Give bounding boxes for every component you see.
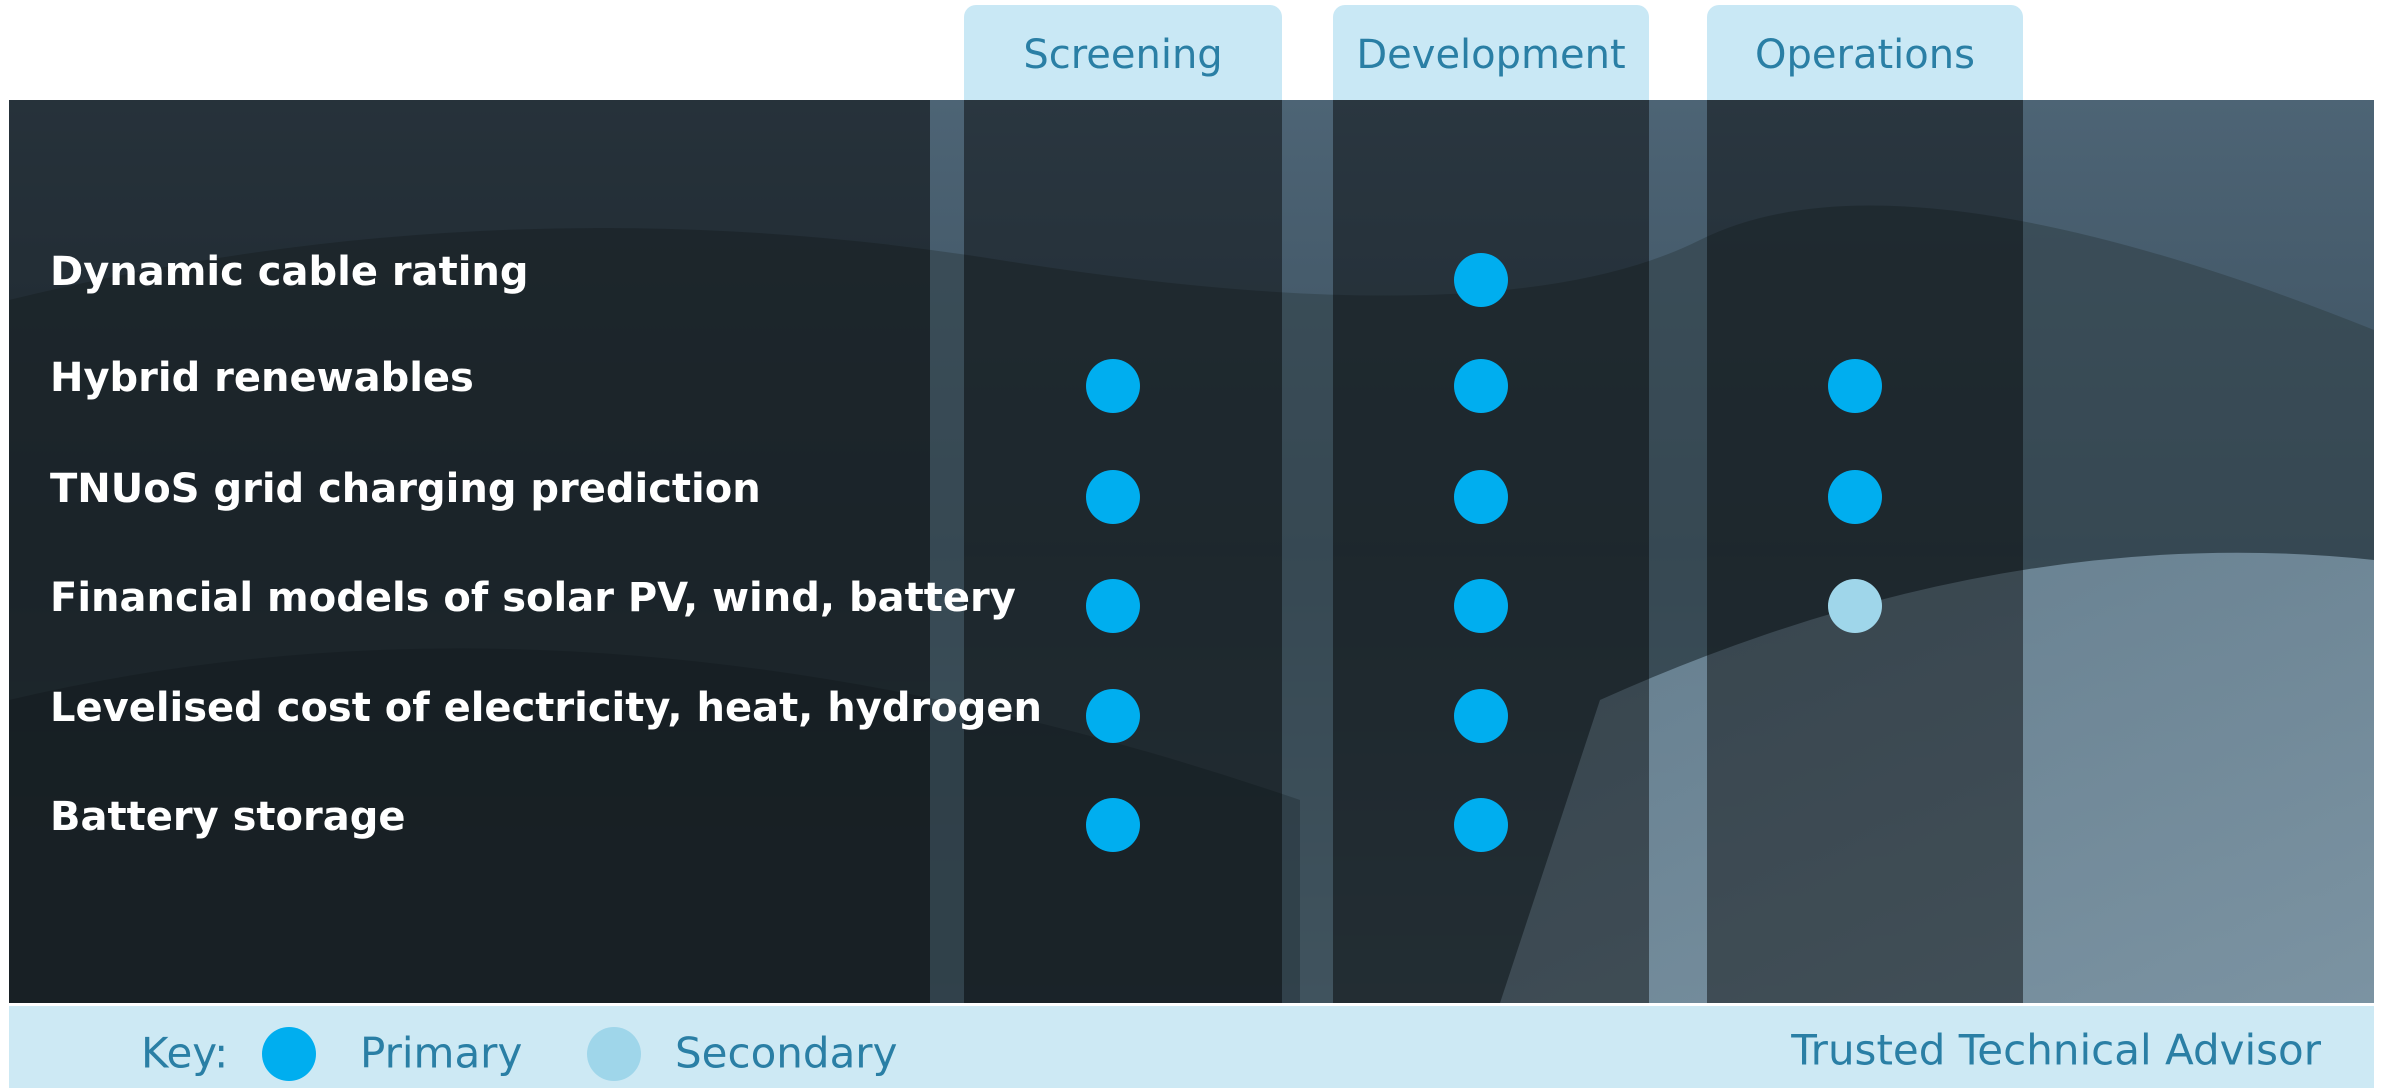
indicator-dot — [1454, 579, 1508, 633]
indicator-dot — [1086, 579, 1140, 633]
indicator-dot — [1454, 253, 1508, 307]
indicator-dot — [1086, 470, 1140, 524]
row-label: Hybrid renewables — [50, 355, 474, 401]
indicator-dot — [1828, 579, 1882, 633]
indicator-dot — [1086, 689, 1140, 743]
row-label: Levelised cost of electricity, heat, hyd… — [50, 685, 1042, 731]
footer-text: Trusted Technical Advisor — [1790, 1026, 2322, 1075]
column-header: Screening — [1023, 32, 1222, 78]
indicator-dot — [1086, 359, 1140, 413]
indicator-dot — [1454, 470, 1508, 524]
indicator-dot — [1086, 798, 1140, 852]
indicator-dot — [1828, 359, 1882, 413]
row-label: Financial models of solar PV, wind, batt… — [50, 575, 1016, 621]
row-label: Battery storage — [50, 794, 405, 840]
key-title: Key: — [141, 1029, 228, 1078]
key-label: Primary — [360, 1029, 522, 1078]
row-label: Dynamic cable rating — [50, 249, 529, 295]
background — [9, 100, 2374, 1003]
column-header: Development — [1356, 32, 1625, 78]
key-label: Secondary — [675, 1029, 897, 1078]
indicator-dot — [1454, 689, 1508, 743]
key-dot — [262, 1027, 316, 1081]
diagram: Screening Development Operations Dynamic ca… — [0, 0, 2384, 1090]
indicator-dot — [1828, 470, 1882, 524]
indicator-dot — [1454, 798, 1508, 852]
column-header: Operations — [1755, 32, 1975, 78]
indicator-dot — [1454, 359, 1508, 413]
key-dot — [587, 1027, 641, 1081]
row-label: TNUoS grid charging prediction — [50, 466, 761, 512]
